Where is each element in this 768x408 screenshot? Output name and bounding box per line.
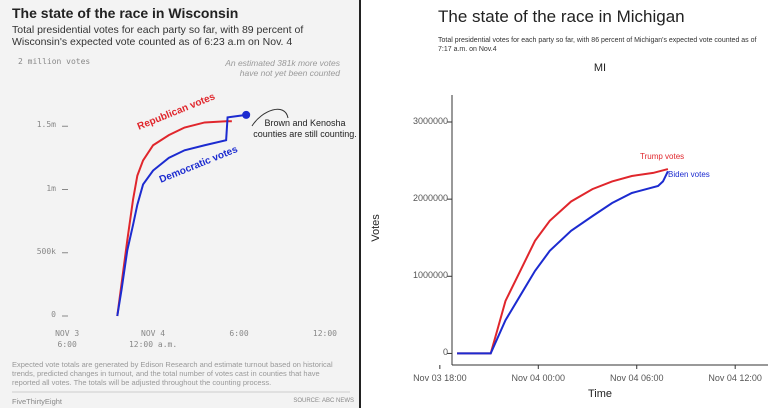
credit: FiveThirtyEight bbox=[12, 397, 63, 406]
series-label: Trump votes bbox=[640, 152, 685, 161]
line bbox=[457, 168, 669, 355]
y-tick-label: 0 bbox=[442, 347, 448, 358]
y-tick-label: 500k bbox=[36, 246, 56, 256]
x-tick-label: Nov 04 00:00 bbox=[511, 373, 566, 383]
annotation: An estimated 381k more votes have not ye… bbox=[225, 58, 340, 78]
y-tick-label: 3000000 bbox=[412, 116, 448, 126]
footnote: Expected vote totals are generated by Ed… bbox=[12, 360, 333, 387]
annotation-arrow bbox=[251, 108, 289, 127]
end-dot bbox=[242, 110, 251, 119]
series-label: Biden votes bbox=[668, 170, 710, 179]
x-tick-label: 12:00 bbox=[312, 329, 337, 338]
title: The state of the race in Wisconsin bbox=[12, 5, 239, 21]
y-axis-label: Votes bbox=[370, 214, 382, 242]
panel-title: MI bbox=[593, 62, 607, 74]
x-tick-label: Nov 04 06:00 bbox=[609, 373, 664, 383]
y-tick-label: 0 bbox=[51, 310, 56, 319]
line bbox=[116, 113, 247, 317]
subtitle: Total presidential votes for each party … bbox=[438, 37, 757, 53]
x-tick-label: Nov 03 18:00 bbox=[413, 373, 467, 383]
annotation: Brown and Kenosha counties are still cou… bbox=[253, 118, 357, 139]
y-tick-label: 2000000 bbox=[412, 193, 448, 204]
x-tick-label: 6:00 bbox=[229, 329, 249, 338]
y-tick-label: 1000000 bbox=[412, 270, 448, 281]
subtitle: Total presidential votes for each party … bbox=[12, 24, 304, 48]
source: SOURCE: ABC NEWS bbox=[293, 398, 354, 404]
x-tick-label: Nov 04 12:00 bbox=[708, 373, 762, 383]
x-tick-label: NOV 3 6:00 bbox=[55, 329, 80, 349]
line bbox=[457, 170, 669, 355]
line bbox=[116, 120, 232, 317]
y-tick-label: 1.5m bbox=[36, 120, 56, 130]
title: The state of the race in Michigan bbox=[438, 7, 685, 26]
y-tick-label: 2 million votes bbox=[18, 57, 91, 66]
left-panel bbox=[0, 0, 359, 408]
x-axis-label: Time bbox=[587, 388, 613, 400]
y-tick-label: 1m bbox=[46, 183, 56, 193]
x-tick-label: NOV 4 12:00 a.m. bbox=[128, 329, 178, 349]
